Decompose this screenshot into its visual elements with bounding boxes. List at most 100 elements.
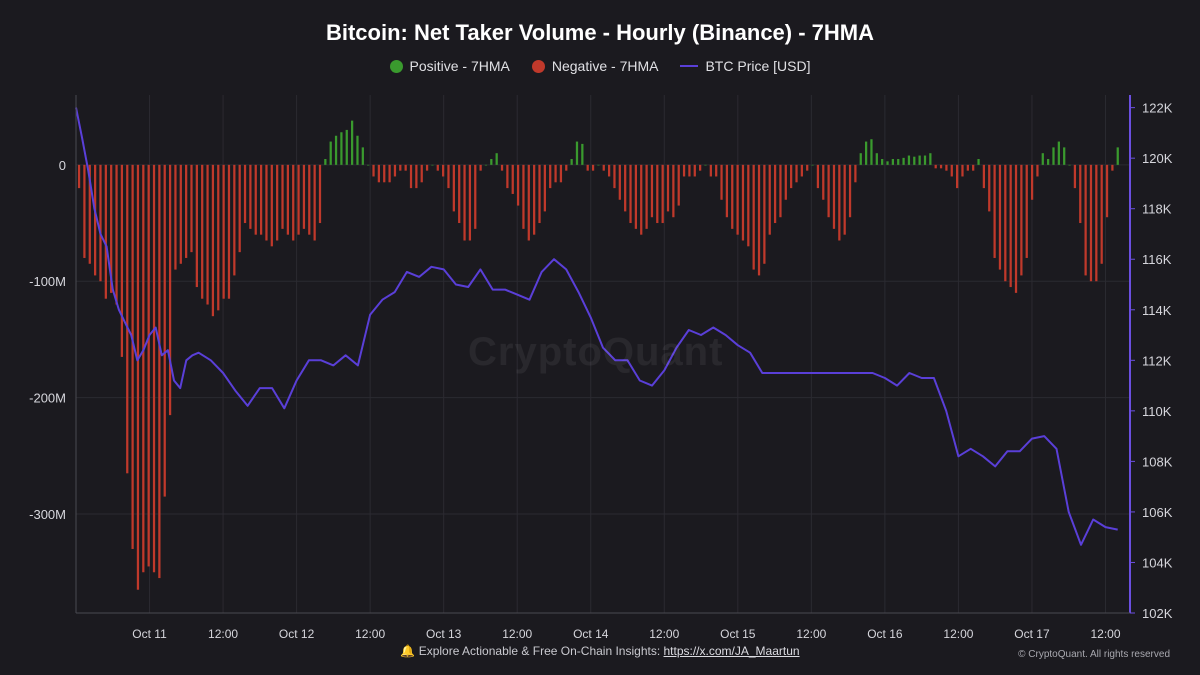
bar-negative — [452, 164, 455, 212]
bar-negative — [554, 164, 557, 183]
bar-positive — [329, 141, 332, 165]
bar-negative — [961, 164, 964, 177]
x-tick-label: 12:00 — [649, 627, 679, 641]
right-y-tick-label: 110K — [1142, 404, 1172, 419]
bar-negative — [131, 164, 134, 549]
bar-negative — [174, 164, 177, 270]
bar-positive — [1116, 147, 1119, 165]
bar-negative — [624, 164, 627, 212]
bar-positive — [570, 159, 573, 165]
bar-negative — [586, 164, 589, 171]
legend-item-price[interactable]: BTC Price [USD] — [680, 58, 810, 74]
bar-negative — [672, 164, 675, 218]
bar-negative — [682, 164, 686, 177]
bar-negative — [1111, 164, 1114, 171]
bar-negative — [318, 164, 322, 224]
bar-negative — [565, 164, 568, 171]
bar-negative — [516, 164, 520, 206]
bar-negative — [998, 164, 1002, 270]
x-tick-label: 12:00 — [502, 627, 532, 641]
legend-item-negative[interactable]: Negative - 7HMA — [531, 58, 658, 74]
bar-negative — [399, 164, 402, 171]
bar-positive — [490, 159, 493, 165]
volume-bars — [77, 120, 1119, 590]
x-tick-label: 12:00 — [943, 627, 973, 641]
left-y-tick-label: -200M — [29, 391, 66, 406]
bar-negative — [158, 164, 161, 579]
right-y-tick-label: 108K — [1142, 454, 1173, 469]
bar-negative — [372, 164, 375, 177]
bar-negative — [474, 164, 477, 229]
bar-negative — [222, 164, 225, 299]
left-y-tick-label: 0 — [59, 158, 66, 173]
right-y-tick-label: 120K — [1142, 151, 1173, 166]
bar-negative — [77, 164, 81, 189]
bar-negative — [838, 164, 841, 241]
bar-negative — [945, 164, 948, 171]
bar-negative — [720, 164, 723, 200]
bar-negative — [640, 164, 643, 235]
right-y-tick-label: 116K — [1142, 252, 1172, 267]
x-axis-ticks: Oct 11 12:00 Oct 12 12:00 Oct 13 12:00 Oct 14 1… — [132, 627, 1121, 641]
bar-negative — [629, 164, 632, 224]
bar-positive — [1047, 159, 1050, 165]
bar-positive — [918, 155, 921, 165]
bar-negative — [693, 164, 696, 177]
bar-positive — [897, 159, 900, 165]
bar-negative — [195, 164, 198, 288]
bar-negative — [227, 164, 231, 299]
left-y-axis-ticks: 0 -100M -200M -300M — [29, 158, 66, 522]
bar-positive — [431, 164, 434, 166]
bar-negative — [468, 164, 472, 241]
legend-label-positive: Positive - 7HMA — [409, 58, 510, 74]
bar-negative — [286, 164, 289, 235]
bar-negative — [618, 164, 621, 200]
bar-negative — [190, 164, 193, 253]
bar-negative — [506, 164, 509, 189]
bar-negative — [832, 164, 836, 229]
bar-negative — [420, 164, 423, 183]
bar-negative — [543, 164, 546, 212]
left-y-tick-label: -100M — [29, 274, 66, 289]
footer-link[interactable]: https://x.com/JA_Maartun — [663, 644, 800, 658]
bar-negative — [784, 164, 787, 200]
bar-negative — [292, 164, 295, 241]
bar-positive — [875, 153, 878, 165]
bar-negative — [790, 164, 793, 189]
legend-label-price: BTC Price [USD] — [705, 58, 811, 74]
bar-negative — [645, 164, 648, 229]
footer: 🔔 Explore Actionable & Free On-Chain Ins… — [0, 644, 1200, 658]
bar-negative — [709, 164, 712, 177]
bar-negative — [442, 164, 445, 177]
bar-negative — [163, 164, 166, 497]
bar-positive — [923, 155, 927, 165]
bar-negative — [607, 164, 611, 177]
bar-negative — [147, 164, 150, 567]
bar-negative — [463, 164, 466, 241]
bar-negative — [950, 164, 953, 177]
bar-negative — [1004, 164, 1007, 282]
bar-negative — [966, 164, 969, 171]
right-y-tick-label: 112K — [1142, 353, 1172, 368]
right-y-tick-label: 114K — [1142, 303, 1172, 318]
legend-item-positive[interactable]: Positive - 7HMA — [389, 58, 510, 74]
bar-negative — [447, 164, 450, 189]
bar-positive — [1057, 141, 1060, 165]
chart-title: Bitcoin: Net Taker Volume - Hourly (Bina… — [325, 20, 875, 45]
bar-negative — [1100, 164, 1103, 264]
bar-negative — [276, 164, 279, 241]
x-tick-label: Oct 15 — [720, 627, 756, 641]
x-tick-label: Oct 13 — [426, 627, 462, 641]
bar-negative — [725, 164, 729, 218]
bar-positive — [881, 159, 884, 165]
right-y-tick-label: 104K — [1142, 555, 1173, 570]
bar-negative — [602, 164, 605, 171]
bar-negative — [677, 164, 680, 206]
bar-negative — [1095, 164, 1098, 282]
bar-negative — [736, 164, 739, 235]
bar-negative — [688, 164, 691, 177]
bar-positive — [1063, 147, 1066, 165]
price-line-swatch-icon — [680, 65, 699, 67]
x-tick-label: 12:00 — [355, 627, 385, 641]
